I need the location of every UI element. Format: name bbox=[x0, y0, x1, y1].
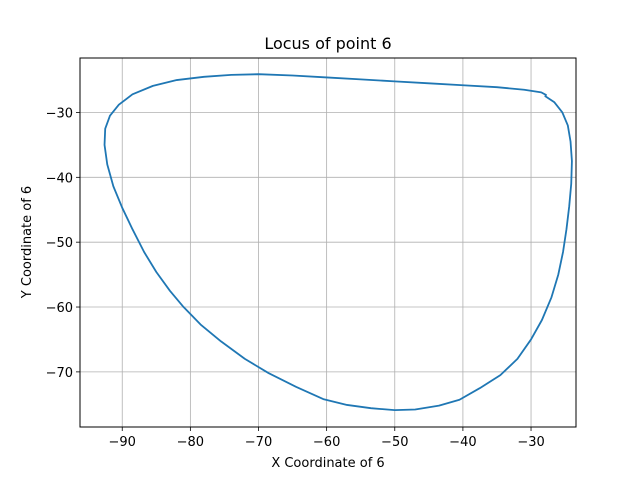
y-axis-label: Y Coordinate of 6 bbox=[20, 186, 35, 299]
x-tick-label: −70 bbox=[245, 435, 272, 450]
x-tick-label: −40 bbox=[449, 435, 476, 450]
x-tick-label: −80 bbox=[177, 435, 204, 450]
ticks: −90 −80 −70 −60 −50 −40 −30 −70 −60 −50 −40 −30 bbox=[46, 106, 545, 450]
y-tick-label: −30 bbox=[46, 106, 73, 121]
chart-title: Locus of point 6 bbox=[264, 34, 391, 53]
x-tick-label: −90 bbox=[109, 435, 136, 450]
x-tick-label: −50 bbox=[381, 435, 408, 450]
y-tick-label: −70 bbox=[46, 366, 73, 381]
locus-line bbox=[103, 73, 573, 412]
locus-series-line bbox=[103, 73, 573, 412]
y-tick-label: −50 bbox=[46, 236, 73, 251]
x-tick-label: −60 bbox=[313, 435, 340, 450]
grid bbox=[80, 58, 576, 427]
x-axis-label: X Coordinate of 6 bbox=[271, 456, 384, 471]
y-tick-label: −40 bbox=[46, 171, 73, 186]
y-tick-label: −60 bbox=[46, 301, 73, 316]
x-tick-label: −30 bbox=[517, 435, 544, 450]
